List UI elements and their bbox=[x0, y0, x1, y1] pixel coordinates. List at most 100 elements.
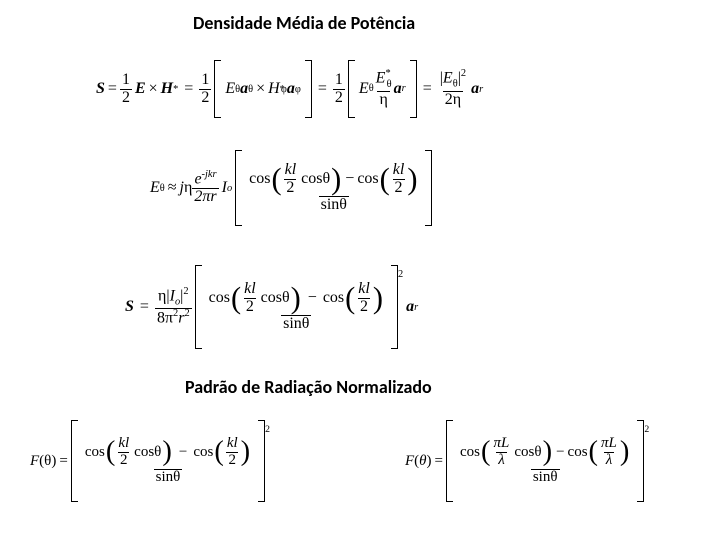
sym-eq2: = bbox=[184, 80, 193, 98]
two5: 2 bbox=[358, 298, 370, 316]
two1: 2 bbox=[445, 91, 453, 108]
sinth3: sinθ bbox=[154, 469, 183, 486]
rb5 bbox=[258, 420, 265, 502]
sym-star: * bbox=[173, 84, 178, 95]
lbracket bbox=[214, 60, 221, 118]
Eth-num: E bbox=[376, 70, 386, 87]
a-theta: a bbox=[240, 80, 248, 98]
num-1c: 1 bbox=[333, 72, 345, 89]
piL1: πL bbox=[492, 436, 512, 452]
num-1: 1 bbox=[120, 72, 132, 89]
cos3: cos bbox=[209, 290, 230, 307]
sq3: 2 bbox=[398, 269, 403, 280]
sym-S: S bbox=[96, 80, 105, 98]
sq5: 2 bbox=[644, 424, 649, 435]
th3: θ bbox=[44, 453, 51, 470]
H-phi: H bbox=[268, 80, 280, 98]
ar3: a bbox=[406, 298, 414, 316]
equation-s-expanded: S = η|Io|2 8π2r2 cos ( kl2 cosθ ) − cos … bbox=[125, 265, 418, 349]
r2sq: 2 bbox=[184, 308, 189, 319]
rbracket2 bbox=[410, 60, 417, 118]
subth3: θ bbox=[387, 79, 392, 90]
costh3: cosθ bbox=[134, 445, 161, 461]
equation-s-definition: S = 12 E × H* = 12 Eθ aθ × H*φ aφ = 12 E… bbox=[96, 60, 483, 118]
cos6: cos bbox=[193, 445, 213, 461]
lb5 bbox=[71, 420, 78, 502]
minus3: − bbox=[179, 445, 187, 461]
cos2: cos bbox=[357, 171, 378, 188]
lbracket2 bbox=[348, 60, 355, 118]
eq6: = bbox=[59, 453, 67, 470]
two6: 2 bbox=[118, 452, 130, 469]
approx: ≈ bbox=[168, 179, 177, 197]
costh2: cosθ bbox=[261, 290, 290, 307]
a-sub-phi: φ bbox=[295, 84, 301, 95]
sym-times: × bbox=[149, 80, 158, 98]
sym-H: H bbox=[161, 80, 173, 98]
Eth3: E bbox=[443, 70, 453, 87]
lb4 bbox=[195, 265, 202, 349]
th2: θ bbox=[160, 183, 165, 194]
subr2: r bbox=[479, 84, 483, 95]
eta1: η bbox=[377, 91, 389, 109]
eq5: = bbox=[140, 298, 149, 316]
E2: E bbox=[150, 179, 160, 197]
cos8: cos bbox=[568, 445, 588, 461]
ar1: a bbox=[394, 80, 402, 98]
cos7: cos bbox=[460, 445, 480, 461]
two2: 2 bbox=[284, 179, 296, 197]
e: e bbox=[194, 170, 201, 187]
a-phi: a bbox=[287, 80, 295, 98]
cos5: cos bbox=[85, 445, 105, 461]
sym-eq: = bbox=[108, 80, 117, 98]
den-2b: 2 bbox=[199, 89, 211, 107]
equation-f-theta-kl: F(θ) = cos ( kl2 cosθ ) − cos ( kl2 ) si… bbox=[30, 420, 270, 502]
times2: × bbox=[256, 80, 265, 98]
costh1: cosθ bbox=[301, 171, 330, 188]
sinth2: sinθ bbox=[281, 315, 311, 333]
sq4: 2 bbox=[265, 424, 270, 435]
eta2: η bbox=[453, 91, 461, 108]
rb4 bbox=[391, 265, 398, 349]
kl6: kl bbox=[225, 436, 240, 452]
eq7: = bbox=[435, 453, 443, 470]
costh4: cosθ bbox=[514, 445, 541, 461]
sq1: 2 bbox=[461, 68, 466, 79]
minus4: − bbox=[556, 445, 564, 461]
subo: o bbox=[227, 183, 232, 194]
lb6 bbox=[446, 420, 453, 502]
exp: -jkr bbox=[202, 169, 217, 180]
minus2: − bbox=[308, 290, 317, 307]
2pir: 2πr bbox=[192, 188, 218, 206]
eta3: η bbox=[184, 179, 192, 197]
rbracket bbox=[305, 60, 312, 118]
equation-e-theta: Eθ ≈ j η e-jkr 2πr Io cos ( kl2 cosθ ) −… bbox=[150, 150, 432, 226]
title-density: Densidade Média de Potência bbox=[193, 12, 415, 34]
equation-f-theta-lambda: F(θ) = cos ( πLλ cosθ ) − cos ( πLλ ) si… bbox=[405, 420, 649, 502]
th4: θ bbox=[419, 453, 426, 470]
cos4: cos bbox=[323, 290, 344, 307]
F2: F bbox=[405, 453, 414, 470]
den-2: 2 bbox=[120, 89, 132, 107]
star3: * bbox=[385, 68, 390, 79]
8pi: 8π bbox=[157, 309, 173, 326]
subr3: r bbox=[414, 302, 418, 313]
S3: S bbox=[125, 298, 134, 316]
kl3: kl bbox=[242, 281, 258, 298]
two7: 2 bbox=[226, 452, 238, 469]
sub-r1: r bbox=[402, 83, 406, 94]
sinth4: sinθ bbox=[531, 469, 560, 486]
cos1: cos bbox=[249, 171, 270, 188]
lam2: λ bbox=[604, 452, 615, 469]
rb6 bbox=[637, 420, 644, 502]
Eth2: E bbox=[359, 80, 369, 98]
title-pattern: Padrão de Radiação Normalizado bbox=[185, 376, 432, 398]
lb3 bbox=[235, 150, 242, 226]
piL2: πL bbox=[599, 436, 619, 452]
sinth1: sinθ bbox=[319, 196, 349, 214]
eq3: = bbox=[318, 80, 327, 98]
two3: 2 bbox=[393, 179, 405, 197]
ar2: a bbox=[471, 80, 479, 98]
kl2b: kl bbox=[391, 162, 407, 179]
lam1: λ bbox=[496, 452, 507, 469]
